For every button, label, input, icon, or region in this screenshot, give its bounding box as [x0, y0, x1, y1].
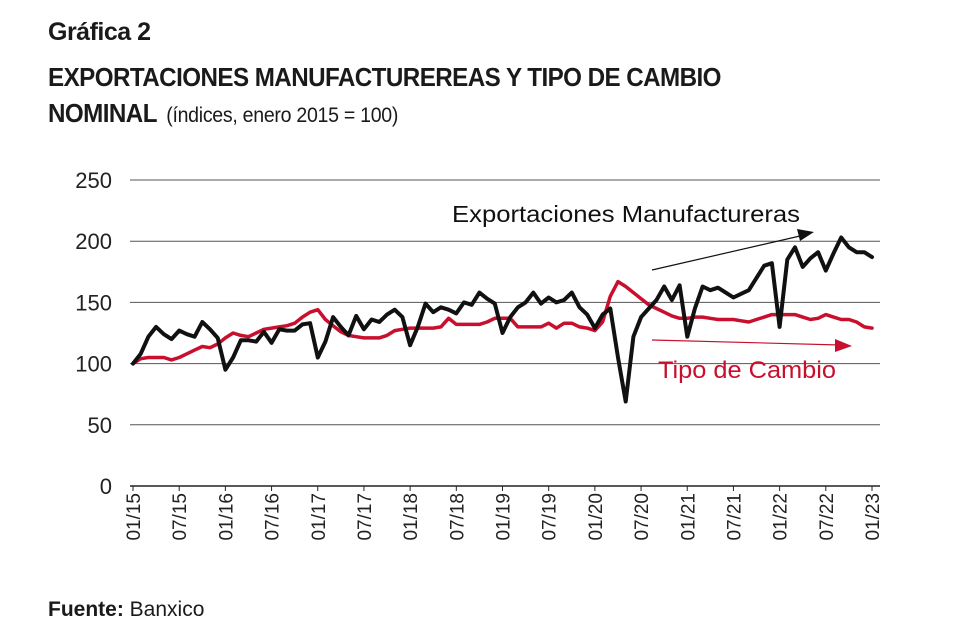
x-tick-label: 01/21: [678, 493, 699, 541]
x-tick-label: 01/20: [586, 493, 607, 541]
x-tick-label: 07/22: [817, 493, 838, 541]
source-note: Fuente: Banxico: [48, 598, 204, 622]
export-annotation: Exportaciones Manufactureras: [452, 201, 800, 227]
chart-title-nominal: NOMINAL: [48, 98, 157, 128]
x-tick-label: 01/17: [309, 493, 330, 541]
x-tick-label: 01/15: [124, 493, 145, 541]
x-tick-label: 07/16: [263, 493, 284, 541]
source-value: Banxico: [129, 598, 205, 621]
chart-title-line1: EXPORTACIONES MANUFACTUREREAS Y TIPO DE …: [48, 62, 721, 92]
x-tick-label: 07/20: [632, 493, 653, 541]
x-tick-label: 07/21: [724, 493, 745, 541]
x-tick-label: 01/22: [771, 493, 792, 541]
y-tick-label: 50: [88, 413, 112, 438]
x-tick-label: 07/19: [540, 493, 561, 541]
chart-subtitle: (índices, enero 2015 = 100): [166, 104, 399, 127]
series-exportaciones-line: [131, 235, 874, 404]
y-tick-label: 150: [75, 290, 112, 315]
x-tick-label: 01/19: [494, 493, 515, 541]
series-tipo-de-cambio-line: [131, 279, 874, 366]
y-tick-label: 0: [100, 474, 112, 499]
x-tick-label: 07/15: [170, 493, 191, 541]
fx-trend-arrow: [651, 339, 841, 346]
fx-annotation: Tipo de Cambio: [658, 357, 836, 384]
x-tick-label: 01/23: [863, 493, 884, 541]
y-tick-label: 250: [75, 168, 112, 193]
source-label: Fuente:: [48, 598, 124, 621]
x-tick-label: 07/18: [447, 493, 468, 541]
export-arrowhead-icon: [797, 229, 814, 241]
chart-label: Gráfica 2: [48, 18, 151, 46]
y-tick-label: 200: [75, 229, 112, 254]
export-trend-arrow: [651, 235, 801, 271]
x-tick-label: 01/16: [216, 493, 237, 541]
y-tick-label: 100: [75, 352, 112, 377]
chart-title-line2: NOMINAL (índices, enero 2015 = 100): [48, 98, 398, 129]
fx-arrowhead-icon: [835, 339, 852, 352]
x-tick-label: 01/18: [401, 493, 422, 541]
x-tick-label: 07/17: [355, 493, 376, 541]
